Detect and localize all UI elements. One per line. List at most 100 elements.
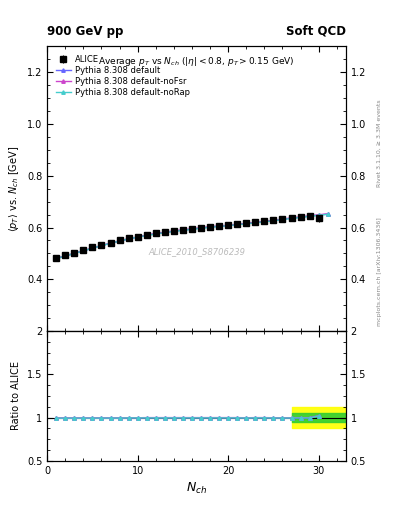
Pythia 8.308 default-noRap xyxy=(81,248,86,254)
Pythia 8.308 default-noRap xyxy=(117,238,122,244)
Pythia 8.308 default-noFsr xyxy=(90,245,95,251)
Pythia 8.308 default-noFsr xyxy=(162,229,167,235)
Pythia 8.308 default-noRap xyxy=(90,245,95,251)
Pythia 8.308 default-noRap xyxy=(298,215,303,221)
Pythia 8.308 default-noRap xyxy=(235,222,240,228)
Pythia 8.308 default xyxy=(226,222,231,228)
Pythia 8.308 default-noRap xyxy=(144,232,149,239)
Pythia 8.308 default-noRap xyxy=(253,220,258,226)
Pythia 8.308 default xyxy=(280,216,285,222)
Pythia 8.308 default-noRap xyxy=(72,250,77,257)
Pythia 8.308 default xyxy=(253,220,258,226)
Pythia 8.308 default xyxy=(72,250,77,257)
Pythia 8.308 default-noRap xyxy=(54,255,59,262)
Pythia 8.308 default-noRap xyxy=(180,227,185,233)
Pythia 8.308 default-noFsr xyxy=(189,226,194,232)
Pythia 8.308 default-noRap xyxy=(63,253,68,259)
Pythia 8.308 default-noFsr xyxy=(199,225,204,231)
Pythia 8.308 default-noFsr xyxy=(171,228,176,234)
Pythia 8.308 default-noFsr xyxy=(316,212,321,218)
Pythia 8.308 default xyxy=(90,245,95,251)
Pythia 8.308 default-noFsr xyxy=(217,223,222,229)
Pythia 8.308 default-noRap xyxy=(271,218,276,224)
Pythia 8.308 default xyxy=(199,225,204,231)
Pythia 8.308 default xyxy=(208,224,213,230)
Pythia 8.308 default-noRap xyxy=(325,211,330,218)
Pythia 8.308 default-noRap xyxy=(162,229,167,236)
Pythia 8.308 default-noRap xyxy=(226,223,231,229)
Pythia 8.308 default xyxy=(81,248,86,254)
Y-axis label: Ratio to ALICE: Ratio to ALICE xyxy=(11,361,21,431)
Pythia 8.308 default-noFsr xyxy=(126,236,131,242)
Text: Rivet 3.1.10, ≥ 3.3M events: Rivet 3.1.10, ≥ 3.3M events xyxy=(377,99,382,187)
Pythia 8.308 default-noFsr xyxy=(280,216,285,222)
Pythia 8.308 default xyxy=(162,229,167,236)
Pythia 8.308 default-noRap xyxy=(153,231,158,237)
Pythia 8.308 default xyxy=(171,228,176,234)
Pythia 8.308 default xyxy=(189,226,194,232)
Pythia 8.308 default-noRap xyxy=(135,234,140,240)
Pythia 8.308 default xyxy=(235,221,240,227)
Pythia 8.308 default-noRap xyxy=(99,243,104,249)
Legend: ALICE, Pythia 8.308 default, Pythia 8.308 default-noFsr, Pythia 8.308 default-no: ALICE, Pythia 8.308 default, Pythia 8.30… xyxy=(54,53,192,99)
Pythia 8.308 default-noFsr xyxy=(153,230,158,237)
Text: Soft QCD: Soft QCD xyxy=(286,25,346,37)
Pythia 8.308 default xyxy=(271,218,276,224)
Pythia 8.308 default-noFsr xyxy=(208,224,213,230)
Pythia 8.308 default-noFsr xyxy=(235,221,240,227)
Pythia 8.308 default-noRap xyxy=(289,216,294,222)
Text: ALICE_2010_S8706239: ALICE_2010_S8706239 xyxy=(148,247,245,256)
Pythia 8.308 default-noRap xyxy=(208,224,213,230)
Pythia 8.308 default-noRap xyxy=(244,221,249,227)
Pythia 8.308 default-noFsr xyxy=(135,234,140,240)
Pythia 8.308 default xyxy=(126,236,131,242)
Y-axis label: $\langle p_T \rangle$ vs. $N_{ch}$ [GeV]: $\langle p_T \rangle$ vs. $N_{ch}$ [GeV] xyxy=(7,145,21,232)
Pythia 8.308 default-noFsr xyxy=(298,214,303,220)
Pythia 8.308 default xyxy=(217,223,222,229)
Pythia 8.308 default-noFsr xyxy=(144,232,149,238)
Pythia 8.308 default-noRap xyxy=(307,214,312,220)
Pythia 8.308 default-noFsr xyxy=(262,218,267,224)
Pythia 8.308 default-noRap xyxy=(199,225,204,231)
Pythia 8.308 default xyxy=(144,232,149,239)
Pythia 8.308 default xyxy=(244,221,249,227)
Pythia 8.308 default-noRap xyxy=(108,240,113,246)
Pythia 8.308 default xyxy=(117,238,122,244)
Pythia 8.308 default-noFsr xyxy=(72,250,77,256)
Text: 900 GeV pp: 900 GeV pp xyxy=(47,25,123,37)
Pythia 8.308 default xyxy=(153,231,158,237)
Pythia 8.308 default-noFsr xyxy=(271,217,276,223)
Pythia 8.308 default-noFsr xyxy=(63,253,68,259)
Pythia 8.308 default-noRap xyxy=(217,223,222,229)
Pythia 8.308 default-noFsr xyxy=(307,213,312,219)
Pythia 8.308 default-noFsr xyxy=(325,211,330,217)
Text: mcplots.cern.ch [arXiv:1306.3436]: mcplots.cern.ch [arXiv:1306.3436] xyxy=(377,217,382,326)
Pythia 8.308 default-noRap xyxy=(262,219,267,225)
Pythia 8.308 default xyxy=(289,215,294,221)
Pythia 8.308 default xyxy=(99,243,104,249)
Pythia 8.308 default xyxy=(316,212,321,218)
Pythia 8.308 default-noFsr xyxy=(289,215,294,221)
Pythia 8.308 default-noRap xyxy=(316,212,321,219)
Pythia 8.308 default-noFsr xyxy=(226,222,231,228)
Pythia 8.308 default-noFsr xyxy=(54,255,59,262)
Pythia 8.308 default xyxy=(63,253,68,259)
Pythia 8.308 default xyxy=(108,240,113,246)
Pythia 8.308 default-noFsr xyxy=(99,242,104,248)
Pythia 8.308 default-noFsr xyxy=(81,247,86,253)
Text: Average $p_T$ vs $N_{ch}$ ($|\eta|<0.8$, $p_T>0.15$ GeV): Average $p_T$ vs $N_{ch}$ ($|\eta|<0.8$,… xyxy=(98,55,295,68)
Pythia 8.308 default-noRap xyxy=(171,228,176,234)
Pythia 8.308 default-noRap xyxy=(189,226,194,232)
Pythia 8.308 default xyxy=(54,255,59,262)
Pythia 8.308 default xyxy=(180,227,185,233)
Pythia 8.308 default-noFsr xyxy=(244,220,249,226)
Line: Pythia 8.308 default: Pythia 8.308 default xyxy=(55,212,329,261)
Pythia 8.308 default xyxy=(298,214,303,220)
Pythia 8.308 default-noFsr xyxy=(108,240,113,246)
Pythia 8.308 default xyxy=(135,234,140,240)
X-axis label: $N_{ch}$: $N_{ch}$ xyxy=(186,481,207,496)
Pythia 8.308 default xyxy=(325,211,330,217)
Pythia 8.308 default xyxy=(307,213,312,219)
Pythia 8.308 default-noFsr xyxy=(117,238,122,244)
Pythia 8.308 default-noFsr xyxy=(253,219,258,225)
